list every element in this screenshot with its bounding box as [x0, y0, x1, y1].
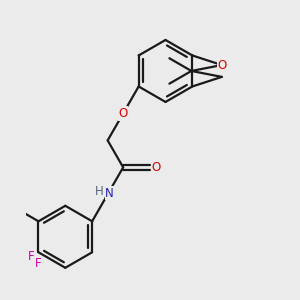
Text: O: O — [118, 107, 128, 120]
Text: N: N — [105, 187, 114, 200]
Text: O: O — [217, 58, 226, 71]
Text: H: H — [94, 185, 103, 198]
Text: F: F — [28, 250, 34, 263]
Text: O: O — [152, 161, 161, 174]
Text: F: F — [35, 256, 42, 270]
